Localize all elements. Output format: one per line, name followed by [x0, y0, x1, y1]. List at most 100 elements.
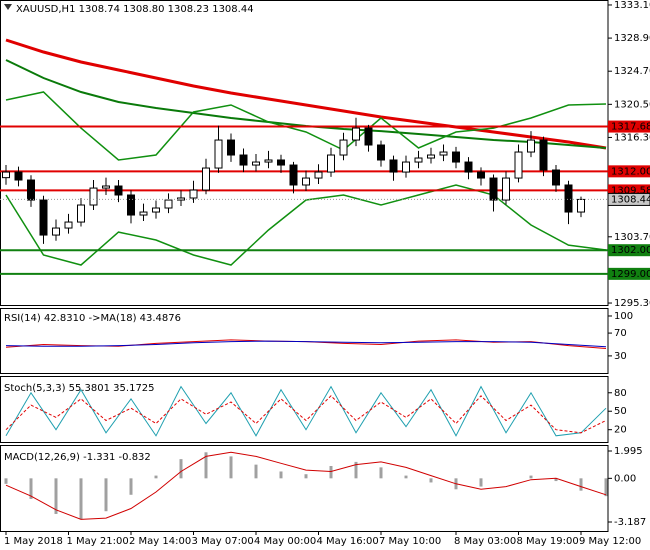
panel-title: MACD(12,26,9) -1.331 -0.832 [4, 452, 151, 463]
panel-title: Stoch(5,3,3) 55.3801 35.1725 [4, 383, 155, 394]
candle-body [452, 151, 460, 163]
candle-body [64, 221, 73, 229]
y-tick-label: -3.187 [614, 517, 646, 528]
frames [0, 0, 609, 532]
candle-body [502, 177, 510, 201]
candle-body [464, 161, 473, 173]
level-tag [608, 165, 650, 178]
main-frame [0, 0, 609, 306]
x-tick-label: 8 May 19:00 [517, 536, 579, 547]
level-label: 1309.58 [611, 185, 650, 196]
overlay-line [5, 91, 607, 161]
histogram-bar [129, 478, 133, 495]
level-label: 1317.68 [611, 122, 650, 133]
histogram-bar [104, 478, 108, 512]
histogram-bar [429, 478, 433, 483]
y-tick-label: 1324.70 [614, 66, 650, 77]
candle-body [27, 179, 35, 201]
x-tick-label: 4 May 00:00 [254, 536, 316, 547]
candle-body [327, 154, 335, 173]
level-label: 1312.00 [611, 166, 650, 177]
candle-body [39, 199, 48, 236]
x-tick-label: 1 May 2018 [4, 536, 63, 547]
candle-body [127, 194, 135, 216]
candle-body [52, 227, 60, 236]
last-price-tag [607, 192, 650, 206]
y-tick-label: 20 [614, 425, 627, 436]
histogram-bar [529, 475, 533, 479]
x-tick-label: 2 May 14:00 [129, 536, 191, 547]
y-tick-label: 70 [614, 328, 627, 339]
rsi-frame [0, 308, 609, 374]
candle-body [189, 189, 198, 199]
y-tick-label: 1.995 [614, 446, 643, 457]
candle-body [252, 161, 260, 166]
level-label: 1302.00 [611, 245, 650, 256]
y-tick-label: 1295.30 [614, 298, 650, 309]
candle-body [139, 211, 148, 216]
y-tick-label: 100 [614, 311, 633, 322]
candle-body [577, 198, 585, 213]
candle-body [402, 161, 410, 173]
y-tick-label: 1320.50 [614, 99, 650, 110]
histogram-bar [4, 478, 8, 484]
candle-body [164, 199, 173, 209]
indicator-line [5, 395, 607, 434]
level-tag [608, 267, 650, 280]
x-tick-label: 1 May 21:00 [67, 536, 129, 547]
candle-body [77, 204, 85, 223]
y-tick-label: 80 [614, 388, 627, 399]
candle-body [477, 171, 485, 179]
histogram-bar [329, 466, 333, 479]
histogram-bar [29, 478, 33, 499]
histogram-bar [304, 474, 308, 479]
candle-body [564, 184, 573, 213]
candle-body [302, 177, 310, 186]
candle-body [214, 139, 223, 169]
histogram-bar [154, 475, 158, 479]
histogram-bar [604, 478, 608, 497]
histogram-bar [379, 467, 383, 479]
histogram-bar [554, 478, 558, 482]
overlay-line [5, 38, 607, 150]
histogram-bar [229, 456, 233, 479]
y-tick-label: 30 [614, 351, 627, 362]
candle-body [314, 171, 323, 179]
candle-body [389, 159, 398, 173]
last-price-label: 1308.44 [611, 194, 650, 205]
histogram-bar [479, 478, 483, 487]
x-tick-label: 8 May 03:00 [454, 536, 516, 547]
candle-body [239, 154, 248, 166]
candle-body [439, 151, 448, 156]
candle-body [352, 127, 360, 141]
macd-frame [0, 445, 609, 532]
candle-body [89, 187, 98, 206]
panel-title: XAUUSD,H1 1308.74 1308.80 1308.23 1308.4… [16, 4, 254, 15]
candle-body [264, 159, 273, 163]
candle-body [414, 157, 423, 163]
symbol-icon[interactable] [4, 4, 12, 10]
candle-body [102, 185, 110, 189]
candle-body [527, 139, 535, 153]
candle-body [289, 164, 298, 186]
candle-body [202, 167, 210, 191]
histogram-bar [279, 471, 283, 479]
candle-body [152, 207, 160, 213]
panel-title: RSI(14) 42.8310 ->MA(18) 43.4876 [4, 313, 181, 324]
candle-body [277, 159, 285, 166]
candle-body [2, 171, 10, 179]
histogram-bar [54, 478, 58, 514]
candle-body [364, 127, 373, 146]
histogram-bar [204, 452, 208, 479]
y-tick-label: 0.00 [614, 473, 636, 484]
histogram-bar [254, 464, 258, 479]
candle-body [514, 151, 523, 179]
signal-line [5, 451, 607, 520]
y-tick-label: 50 [614, 406, 627, 417]
candle-body [489, 177, 498, 201]
candle-body [552, 169, 560, 186]
indicator-line [5, 340, 607, 348]
indicator-line [5, 385, 607, 437]
